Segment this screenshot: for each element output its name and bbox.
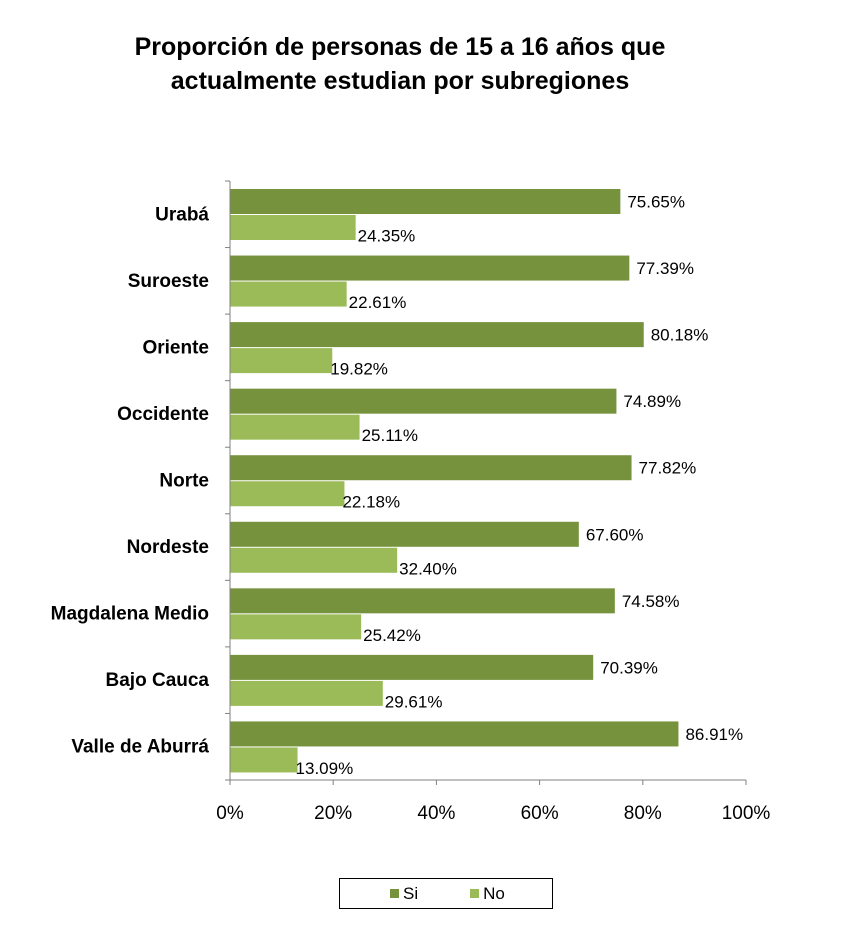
bar-no xyxy=(230,215,356,240)
data-label-no: 22.18% xyxy=(342,493,400,512)
bar-no xyxy=(230,481,345,507)
bar-si xyxy=(230,654,594,680)
x-tick-label: 80% xyxy=(624,803,662,824)
chart-title-line-1: Proporción de personas de 15 a 16 años q… xyxy=(134,33,666,61)
category-label: Nordeste xyxy=(127,537,209,558)
category-label: Norte xyxy=(159,471,209,492)
bar-no xyxy=(230,547,398,573)
data-label-no: 29.61% xyxy=(385,692,443,711)
legend-label-si: Si xyxy=(403,883,419,903)
bar-si xyxy=(230,455,632,481)
x-tick-label: 60% xyxy=(521,803,559,824)
bar-no xyxy=(230,414,360,440)
bar-no xyxy=(230,348,333,374)
category-label: Magdalena Medio xyxy=(51,604,209,625)
data-label-si: 75.65% xyxy=(627,193,685,212)
category-label: Suroeste xyxy=(128,271,209,292)
data-label-si: 67.60% xyxy=(586,525,644,544)
data-label-no: 25.11% xyxy=(362,426,418,445)
data-label-si: 70.39% xyxy=(600,658,658,677)
legend-item-no: No xyxy=(470,884,505,904)
legend: Si No xyxy=(339,878,553,909)
bar-chart: 75.65% 24.35% Urabá 77.39% 22.61% Suroeste 80.… xyxy=(51,180,771,824)
bar-si xyxy=(230,721,679,747)
category-label: Urabá xyxy=(155,204,209,225)
chart-title-line-2: actualmente estudian por subregiones xyxy=(170,67,630,95)
data-label-no: 25.42% xyxy=(363,626,421,645)
chart-title: Proporción de personas de 15 a 16 años q… xyxy=(0,30,800,98)
category-label: Occidente xyxy=(117,404,209,425)
data-label-no: 24.35% xyxy=(358,227,416,246)
category-label: Oriente xyxy=(142,337,209,358)
bar-si xyxy=(230,588,615,614)
data-label-si: 74.58% xyxy=(622,592,680,611)
bar-si xyxy=(230,189,621,214)
bar-no xyxy=(230,614,362,640)
bar-si xyxy=(230,388,617,414)
data-label-no: 22.61% xyxy=(349,293,407,312)
data-label-no: 19.82% xyxy=(330,360,388,379)
data-label-si: 77.39% xyxy=(636,259,694,278)
x-tick-label: 0% xyxy=(216,803,244,824)
bar-no xyxy=(230,680,383,706)
x-tick-label: 100% xyxy=(722,803,771,824)
legend-swatch-si xyxy=(390,889,399,898)
bar-no xyxy=(230,281,347,307)
category-label: Valle de Aburrá xyxy=(71,737,209,758)
data-label-si: 74.89% xyxy=(623,392,681,411)
legend-label-no: No xyxy=(483,883,505,903)
bar-no xyxy=(230,747,298,773)
x-tick-label: 20% xyxy=(314,803,352,824)
data-label-no: 13.09% xyxy=(296,759,354,778)
legend-item-si: Si xyxy=(390,884,418,904)
data-label-no: 32.40% xyxy=(399,559,457,578)
bar-si xyxy=(230,521,579,547)
bar-si xyxy=(230,255,630,281)
data-label-si: 77.82% xyxy=(639,459,697,478)
legend-swatch-no xyxy=(470,889,480,898)
x-tick-label: 40% xyxy=(417,803,455,824)
data-label-si: 86.91% xyxy=(685,725,743,744)
bar-si xyxy=(230,322,644,348)
data-label-si: 80.18% xyxy=(651,326,709,345)
category-label: Bajo Cauca xyxy=(106,670,210,691)
